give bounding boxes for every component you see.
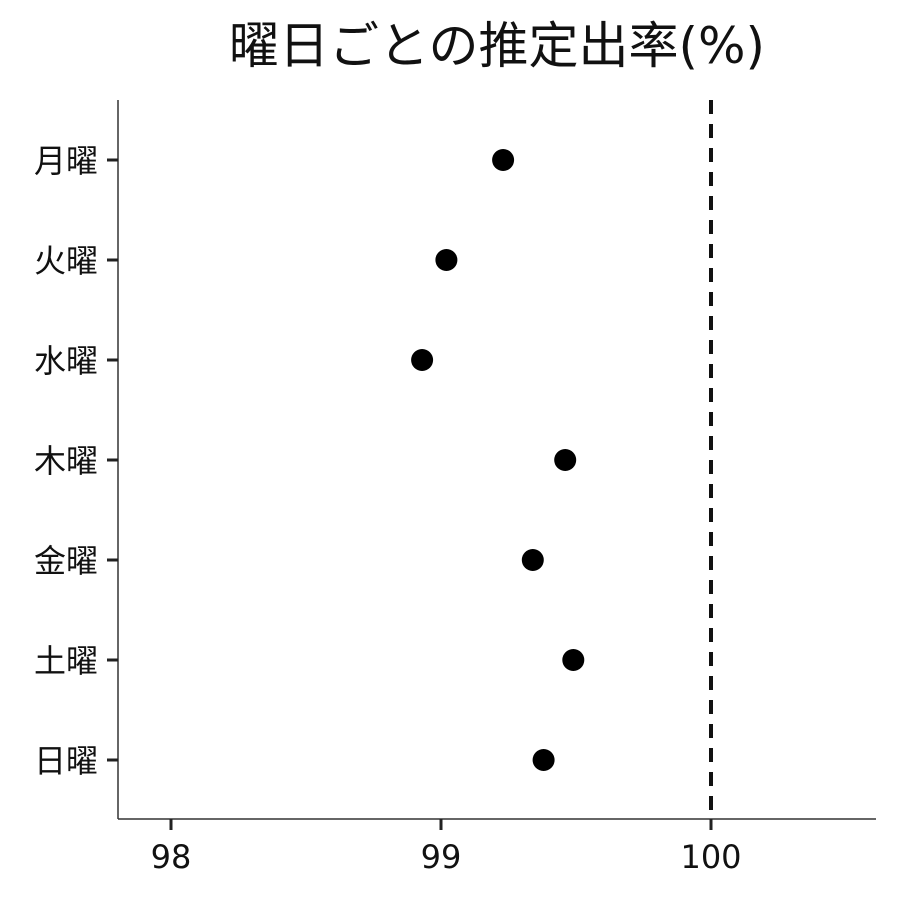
y-tick-label: 土曜 — [34, 642, 98, 680]
x-tick-label: 99 — [421, 838, 462, 876]
data-point — [521, 549, 544, 571]
y-tick-label: 日曜 — [34, 742, 98, 780]
data-point — [492, 149, 515, 171]
data-point — [435, 249, 458, 271]
axes — [117, 100, 876, 820]
chart-title: 曜日ごとの推定出率(%) — [229, 17, 765, 75]
x-ticks: 98 99 100 — [151, 819, 742, 876]
y-tick-label: 火曜 — [34, 242, 98, 280]
y-tick-label: 月曜 — [34, 142, 98, 180]
x-tick-label: 100 — [680, 838, 741, 876]
y-tick-label: 木曜 — [34, 442, 98, 480]
data-point — [554, 449, 577, 471]
y-tick-label: 金曜 — [34, 542, 98, 580]
data-point — [562, 649, 585, 671]
data-point — [532, 749, 555, 771]
data-points — [411, 149, 585, 771]
y-tick-label: 水曜 — [34, 342, 98, 380]
x-tick-label: 98 — [151, 838, 192, 876]
data-point — [411, 349, 434, 371]
